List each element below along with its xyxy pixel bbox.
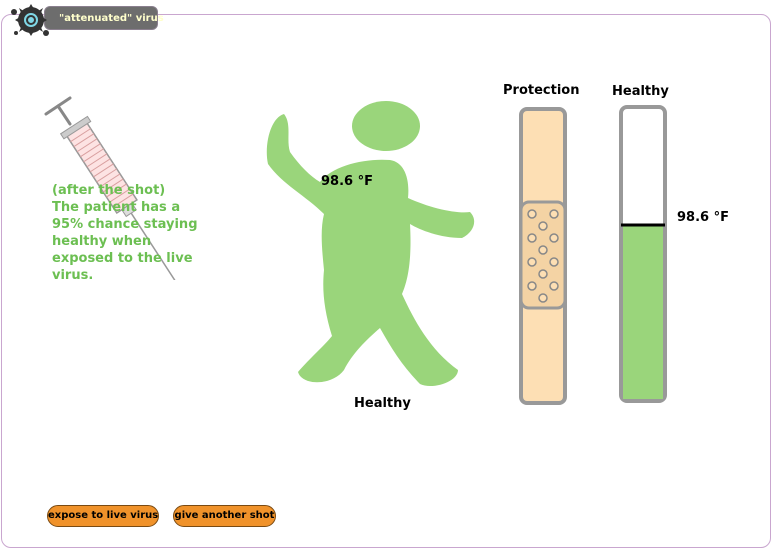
protection-meter (518, 106, 568, 406)
virus-icon (6, 0, 56, 42)
expose-virus-button[interactable]: expose to live virus (47, 505, 159, 527)
info-line: virus. (52, 267, 242, 284)
info-line: healthy when (52, 233, 242, 250)
patient-status: Healthy (354, 396, 411, 411)
meter-temperature: 98.6 °F (677, 210, 729, 225)
patient-temperature: 98.6 °F (321, 174, 373, 189)
patient-figure (262, 100, 482, 390)
healthy-meter (618, 104, 668, 404)
give-shot-button[interactable]: give another shot (173, 505, 276, 527)
healthy-label: Healthy (612, 84, 669, 99)
shot-info-text: (after the shot) The patient has a 95% c… (52, 182, 242, 284)
info-line: (after the shot) (52, 182, 242, 199)
protection-label: Protection (503, 83, 579, 98)
info-line: exposed to the live (52, 250, 242, 267)
window-title-text: "attenuated" virus (59, 13, 164, 24)
info-line: The patient has a (52, 199, 242, 216)
healthy-meter-fill (623, 225, 663, 399)
info-line: 95% chance staying (52, 216, 242, 233)
window-title: "attenuated" virus (44, 6, 158, 30)
